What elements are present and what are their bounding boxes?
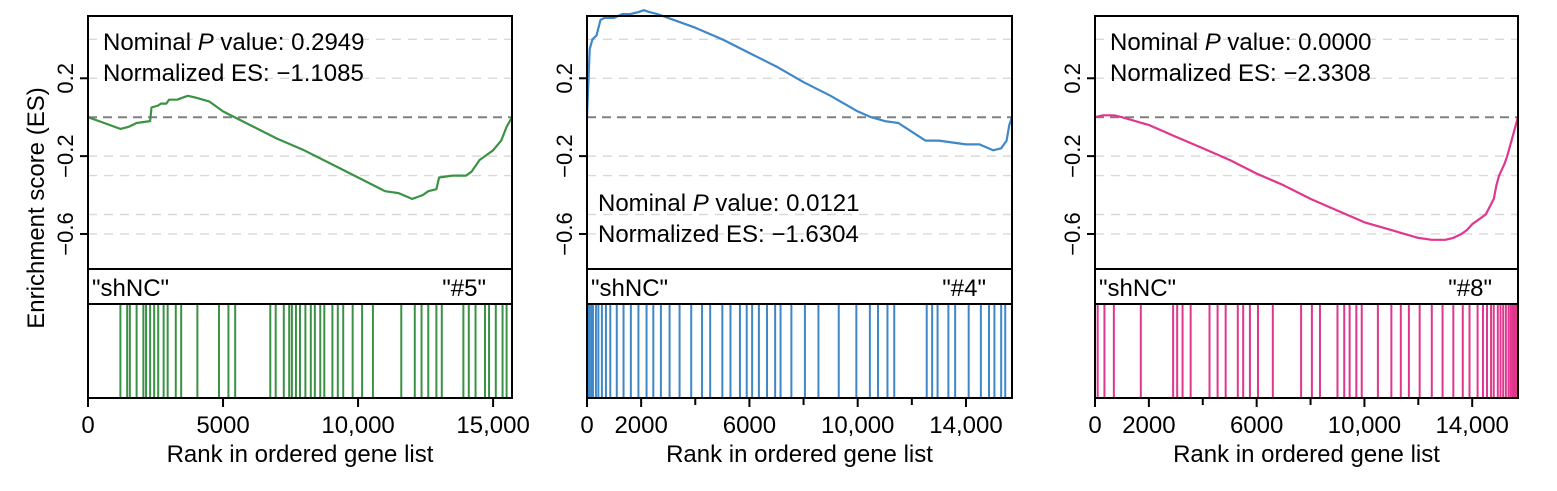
y-tick-label: 0.2	[53, 63, 78, 94]
x-tick-label: 2000	[614, 412, 667, 439]
p-value-text: Nominal P value: 0.2949	[103, 29, 365, 56]
x-tick-label: 14,000	[1435, 412, 1508, 439]
x-tick-label: 10,000	[821, 412, 894, 439]
group-label-right: "#5"	[442, 275, 486, 302]
y-tick-label: 0.2	[1060, 63, 1085, 94]
x-tick-label: 6000	[1230, 412, 1283, 439]
panel-frame	[586, 15, 1013, 399]
x-tick-label: 14,000	[929, 412, 1002, 439]
es-curve	[1094, 114, 1520, 241]
es-curve	[87, 94, 513, 200]
x-tick-label: 5000	[196, 412, 249, 439]
x-axis-label: Rank in ordered gene list	[666, 441, 933, 468]
group-label-right: "#4"	[942, 275, 986, 302]
x-axis-label: Rank in ordered gene list	[167, 441, 434, 468]
y-tick-label: −0.6	[552, 212, 577, 255]
x-tick-label: 0	[1088, 412, 1101, 439]
y-tick-label: −0.6	[1060, 212, 1085, 255]
gsea-panel-left: 0.2 −0.2 −0.6 0 5000 10,000 15,000 Rank in orde…	[53, 15, 530, 468]
es-curve	[585, 9, 1014, 152]
x-tick-label: 10,000	[1328, 412, 1401, 439]
panel-frame	[1094, 15, 1519, 399]
x-tick-label: 15,000	[456, 412, 529, 439]
x-axis-label: Rank in ordered gene list	[1173, 441, 1440, 468]
y-tick-label: −0.2	[53, 134, 78, 177]
normalized-es-text: Normalized ES: −2.3308	[1110, 60, 1371, 87]
group-label-left: "shNC"	[591, 275, 668, 302]
y-tick-label: −0.2	[552, 134, 577, 177]
p-value-text: Nominal P value: 0.0121	[598, 190, 860, 217]
y-tick-label: 0.2	[552, 63, 577, 94]
group-label-left: "shNC"	[92, 275, 169, 302]
p-value-text: Nominal P value: 0.0000	[1110, 29, 1372, 56]
normalized-es-text: Normalized ES: −1.6304	[598, 221, 859, 248]
y-axis-label: Enrichment score (ES)	[23, 87, 50, 328]
x-tick-label: 0	[580, 412, 593, 439]
normalized-es-text: Normalized ES: −1.1085	[103, 60, 364, 87]
x-tick-label: 0	[81, 412, 94, 439]
group-label-right: "#8"	[1448, 275, 1492, 302]
y-tick-label: −0.2	[1060, 134, 1085, 177]
x-tick-label: 2000	[1122, 412, 1175, 439]
group-label-left: "shNC"	[1099, 275, 1176, 302]
x-tick-label: 10,000	[321, 412, 394, 439]
y-tick-label: −0.6	[53, 212, 78, 255]
panel-frame	[87, 15, 513, 399]
x-tick-label: 6000	[723, 412, 776, 439]
